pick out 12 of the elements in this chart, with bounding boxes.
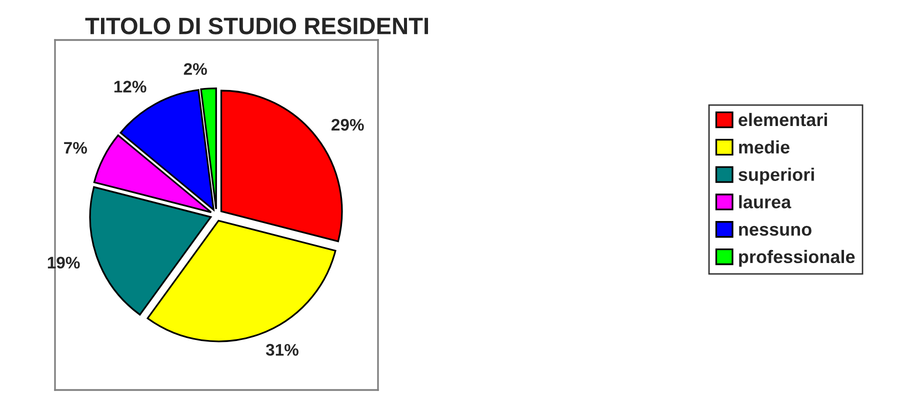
data-label: 31% <box>266 344 298 356</box>
data-label: 12% <box>114 80 146 93</box>
legend-label: medie <box>739 140 790 154</box>
data-label: 2% <box>184 63 207 75</box>
data-label: 29% <box>332 118 364 131</box>
data-label: 7% <box>64 142 88 154</box>
chart-title: TITOLO DI STUDIO RESIDENTI <box>85 18 428 34</box>
legend-label: professionale <box>739 250 855 267</box>
legend-label: nessuno <box>739 226 812 236</box>
legend-label: elementari <box>738 112 827 126</box>
legend-label: laurea <box>739 195 792 208</box>
legend-label: superiori <box>738 168 814 185</box>
